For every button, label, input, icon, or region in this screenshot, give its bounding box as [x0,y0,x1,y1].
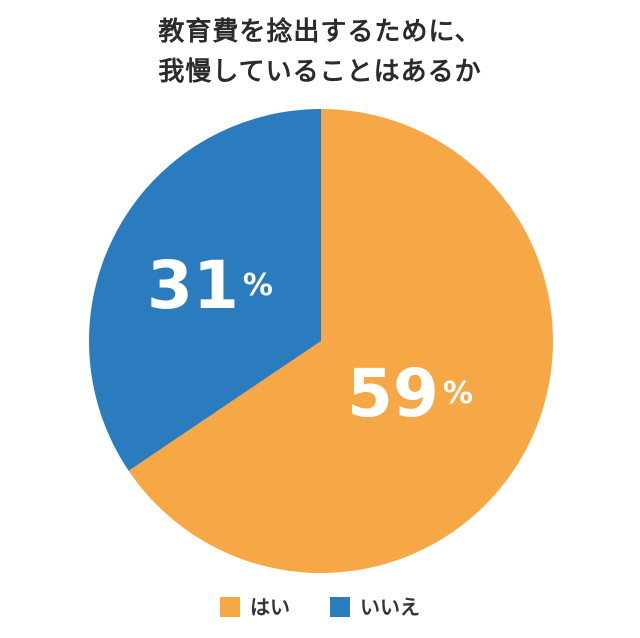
chart-title-line-2: 我慢していることはあるか [158,57,482,87]
data-label-value-iie: 31 [147,247,239,324]
legend-item-iie: いいえ [330,596,420,618]
data-label-unit-iie: % [243,268,273,303]
data-label-iie: 31% [147,247,273,324]
legend: はい いいえ [0,596,640,618]
pie-slice-iie [89,109,321,471]
chart-title: 教育費を捻出するために、 我慢していることはあるか [0,12,640,92]
data-label-unit-hai: % [443,376,473,411]
legend-label-iie: いいえ [360,595,420,619]
legend-swatch-iie [330,597,350,617]
legend-label-hai: はい [250,595,290,619]
data-label-value-hai: 59 [347,355,439,432]
pie-slice-hai [128,109,554,574]
legend-swatch-hai [220,597,240,617]
data-label-hai: 59% [347,355,473,432]
legend-item-hai: はい [220,596,290,618]
chart-title-line-1: 教育費を捻出するために、 [158,17,482,47]
